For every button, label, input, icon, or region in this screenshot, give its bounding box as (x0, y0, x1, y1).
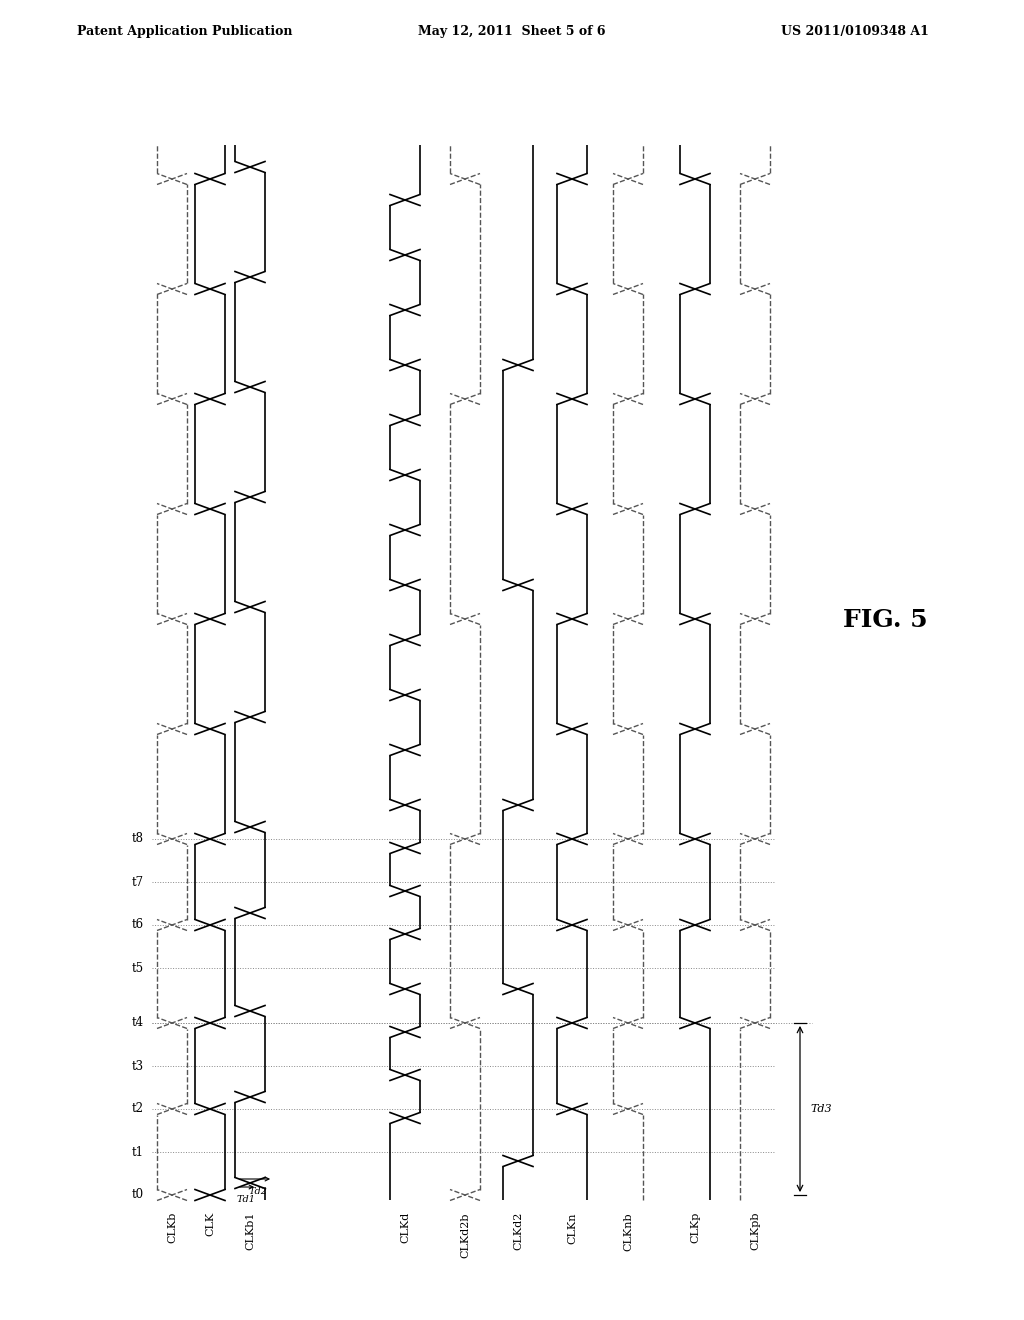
Text: t0: t0 (132, 1188, 144, 1201)
Text: CLKpb: CLKpb (750, 1212, 760, 1250)
Text: t1: t1 (132, 1146, 144, 1159)
Text: US 2011/0109348 A1: US 2011/0109348 A1 (781, 25, 929, 38)
Text: CLKn: CLKn (567, 1212, 577, 1243)
Text: Td1: Td1 (237, 1195, 256, 1204)
Text: t6: t6 (132, 919, 144, 932)
Text: CLKp: CLKp (690, 1212, 700, 1243)
Text: Patent Application Publication: Patent Application Publication (77, 25, 293, 38)
Text: CLKd2b: CLKd2b (460, 1212, 470, 1258)
Text: CLKb: CLKb (167, 1212, 177, 1243)
Text: CLK: CLK (205, 1212, 215, 1237)
Text: t8: t8 (132, 833, 144, 846)
Text: t5: t5 (132, 961, 144, 974)
Text: May 12, 2011  Sheet 5 of 6: May 12, 2011 Sheet 5 of 6 (418, 25, 606, 38)
Text: FIG. 5: FIG. 5 (843, 609, 928, 632)
Text: CLKd2: CLKd2 (513, 1212, 523, 1250)
Text: Td3: Td3 (810, 1104, 831, 1114)
Text: CLKb1: CLKb1 (245, 1212, 255, 1250)
Text: t7: t7 (132, 875, 144, 888)
Text: CLKd: CLKd (400, 1212, 410, 1243)
Text: t4: t4 (132, 1016, 144, 1030)
Text: Td2: Td2 (249, 1187, 268, 1196)
Text: CLKnb: CLKnb (623, 1212, 633, 1250)
Text: t3: t3 (132, 1060, 144, 1072)
Text: t2: t2 (132, 1102, 144, 1115)
